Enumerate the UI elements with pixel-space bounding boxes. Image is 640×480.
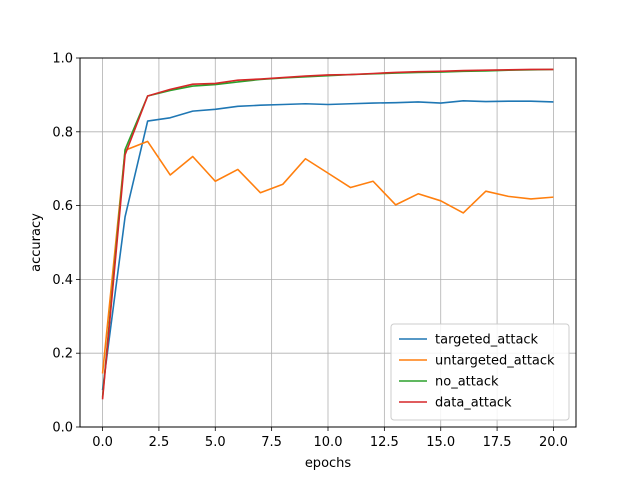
series-line-targeted_attack	[101, 100, 554, 391]
x-tick-label: 15.0	[426, 435, 455, 450]
y-tick-label: 1.0	[52, 52, 73, 67]
x-tick-label: 17.5	[483, 435, 512, 450]
y-axis-label: accuracy	[29, 213, 44, 272]
legend-label-data_attack: data_attack	[435, 396, 512, 411]
x-tick-label: 12.5	[370, 435, 399, 450]
x-tick-label: 10.0	[314, 435, 343, 450]
series-line-data_attack	[101, 68, 554, 400]
x-tick-label: 7.5	[261, 435, 282, 450]
legend-box	[390, 323, 570, 421]
x-tick-label: 5.0	[205, 435, 226, 450]
legend-label-untargeted_attack: untargeted_attack	[435, 354, 555, 369]
x-tick-label: 0.0	[92, 435, 113, 450]
series-lines	[101, 68, 554, 400]
ticks: 0.0 2.5 5.0 7.5 10.0 12.5 15.0 17.5 20.0 0.0 0.2 0.…	[52, 52, 568, 451]
y-tick-label: 0.2	[52, 347, 73, 362]
legend: targeted_attack untargeted_attack no_attac…	[390, 323, 570, 421]
legend-label-no_attack: no_attack	[435, 375, 499, 390]
y-tick-label: 0.6	[52, 199, 73, 214]
y-tick-label: 0.0	[52, 421, 73, 436]
x-tick-label: 20.0	[539, 435, 568, 450]
x-tick-label: 2.5	[149, 435, 170, 450]
y-tick-label: 0.8	[52, 125, 73, 140]
series-line-untargeted_attack	[101, 140, 554, 374]
legend-label-targeted_attack: targeted_attack	[435, 333, 539, 348]
x-axis-label: epochs	[305, 456, 352, 471]
y-tick-label: 0.4	[52, 273, 73, 288]
